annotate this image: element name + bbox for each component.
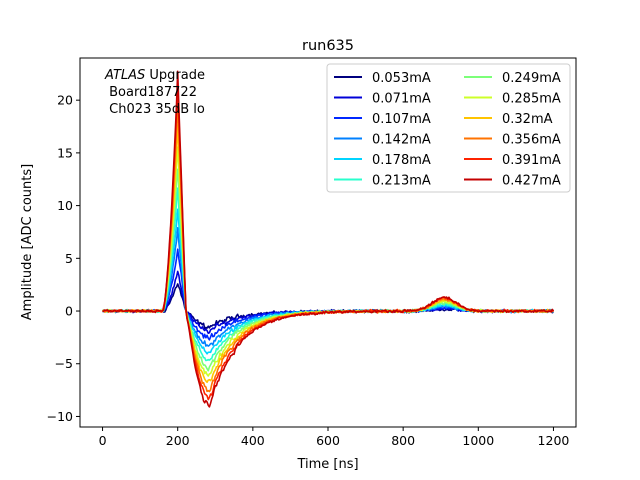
y-tick-label: 0 bbox=[65, 304, 73, 319]
y-tick-label: 10 bbox=[57, 198, 73, 213]
legend-entry: 0.391mA bbox=[502, 153, 561, 168]
x-tick-label: 0 bbox=[99, 433, 107, 448]
x-axis-label: Time [ns] bbox=[296, 457, 358, 472]
y-tick-label: 20 bbox=[57, 93, 73, 108]
legend-box bbox=[326, 63, 571, 193]
x-tick-label: 800 bbox=[391, 433, 415, 448]
legend-entry: 0.32mA bbox=[502, 112, 553, 127]
annotation-line-2: Board187722 bbox=[105, 85, 197, 100]
series-line bbox=[102, 70, 555, 408]
legend-entry: 0.071mA bbox=[372, 92, 431, 107]
series-layer bbox=[101, 70, 555, 408]
legend-entry: 0.356mA bbox=[502, 133, 561, 148]
x-tick-label: 200 bbox=[166, 433, 190, 448]
legend-entry: 0.427mA bbox=[502, 174, 561, 189]
y-tick-label: −5 bbox=[55, 356, 73, 371]
y-axis-label: Amplitude [ADC counts] bbox=[20, 164, 35, 320]
y-axis: −10 −5 0 5 10 15 20 bbox=[47, 93, 80, 424]
annotation-italic: ATLAS bbox=[104, 68, 145, 83]
legend: 0.053mA 0.071mA 0.107mA 0.142mA 0.178mA 0.213… bbox=[326, 63, 571, 193]
x-axis: 0 200 400 600 800 1000 1200 bbox=[99, 427, 570, 448]
plot-area: 0 200 400 600 800 1000 1200 −10 −5 0 5 10 15 20 bbox=[47, 57, 577, 448]
annotation-line-3: Ch023 35dB lo bbox=[105, 102, 205, 117]
legend-entry: 0.142mA bbox=[372, 133, 431, 148]
y-tick-label: 15 bbox=[57, 145, 73, 160]
x-tick-label: 1000 bbox=[462, 433, 494, 448]
x-tick-label: 400 bbox=[241, 433, 265, 448]
legend-entry: 0.053mA bbox=[372, 71, 431, 86]
legend-entry: 0.213mA bbox=[372, 174, 431, 189]
atlas-annotation: ATLAS Upgrade Board187722 Ch023 35dB lo bbox=[104, 68, 205, 117]
y-tick-label: −10 bbox=[47, 409, 73, 424]
y-tick-label: 5 bbox=[65, 251, 73, 266]
legend-entry: 0.178mA bbox=[372, 153, 431, 168]
legend-entry: 0.249mA bbox=[502, 71, 561, 86]
legend-entry: 0.285mA bbox=[502, 92, 561, 107]
annotation-line-1-rest: Upgrade bbox=[145, 68, 205, 83]
legend-entry: 0.107mA bbox=[372, 112, 431, 127]
chart-title: run635 bbox=[302, 38, 354, 54]
x-tick-label: 600 bbox=[316, 433, 340, 448]
annotation-line-1: ATLAS Upgrade bbox=[104, 68, 205, 83]
x-tick-label: 1200 bbox=[538, 433, 570, 448]
